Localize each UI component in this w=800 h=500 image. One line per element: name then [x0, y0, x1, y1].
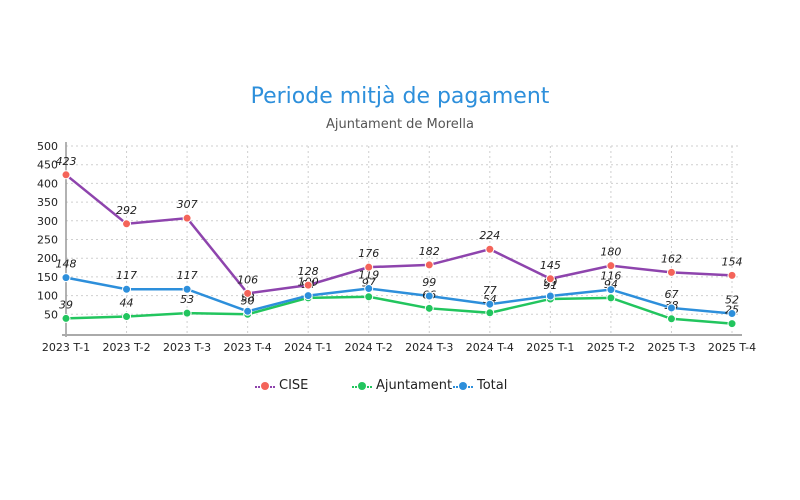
data-label-total: 52 — [725, 294, 739, 307]
data-point-total — [727, 309, 737, 319]
x-tick-label: 2023 T-1 — [42, 341, 90, 354]
data-label-total: 67 — [664, 288, 678, 301]
legend-marker-ajuntament — [352, 381, 372, 391]
data-point-ajuntament — [424, 303, 434, 313]
data-point-total — [606, 285, 616, 295]
y-tick-label: 50 — [44, 308, 58, 321]
data-point-cise — [364, 262, 374, 272]
legend-label-total: Total — [477, 378, 508, 393]
data-point-total — [485, 299, 495, 309]
data-label-cise: 224 — [479, 229, 500, 242]
x-tick-label: 2023 T-3 — [163, 341, 211, 354]
legend-marker-cise — [255, 381, 275, 391]
data-label-total: 117 — [116, 269, 137, 282]
data-label-cise: 128 — [298, 265, 319, 278]
legend-item-cise[interactable]: CISE — [255, 378, 308, 393]
data-point-ajuntament — [61, 313, 71, 323]
data-point-ajuntament — [122, 312, 132, 322]
data-label-total: 99 — [422, 276, 436, 289]
x-tick-label: 2024 T-4 — [466, 341, 514, 354]
data-point-ajuntament — [485, 308, 495, 318]
data-label-cise: 292 — [116, 204, 137, 217]
data-label-cise: 106 — [237, 273, 258, 286]
data-label-cise: 182 — [419, 245, 440, 258]
data-point-ajuntament — [364, 292, 374, 302]
data-label-cise: 154 — [722, 255, 743, 268]
data-point-total — [243, 306, 253, 316]
y-tick-label: 400 — [37, 177, 58, 190]
x-tick-label: 2024 T-3 — [405, 341, 453, 354]
x-tick-label: 2025 T-3 — [647, 341, 695, 354]
series-line-cise — [65, 173, 733, 295]
y-tick-label: 100 — [37, 290, 58, 303]
data-point-total — [303, 291, 313, 301]
y-tick-label: 350 — [37, 196, 58, 209]
legend-marker-total — [453, 381, 473, 391]
data-label-total: 77 — [483, 284, 497, 297]
data-label-ajuntament: 39 — [59, 298, 73, 311]
legend-item-total[interactable]: Total — [453, 378, 507, 393]
data-point-ajuntament — [727, 319, 737, 329]
data-point-cise — [122, 219, 132, 229]
data-point-cise — [545, 274, 555, 284]
data-label-cise: 162 — [661, 252, 682, 265]
data-point-total — [545, 291, 555, 301]
data-point-total — [364, 283, 374, 293]
data-point-total — [61, 273, 71, 283]
data-point-total — [122, 284, 132, 294]
x-tick-label: 2025 T-1 — [526, 341, 574, 354]
legend-label-cise: CISE — [279, 378, 309, 393]
chart-subtitle: Ajuntament de Morella — [326, 117, 474, 132]
data-point-cise — [666, 267, 676, 277]
data-label-ajuntament: 91 — [543, 279, 557, 292]
y-tick-label: 300 — [37, 215, 58, 228]
data-label-total: 119 — [358, 268, 379, 281]
data-point-cise — [485, 244, 495, 254]
data-label-ajuntament: 50 — [241, 294, 255, 307]
data-point-total — [666, 303, 676, 313]
series-line-ajuntament — [65, 295, 733, 325]
data-point-ajuntament — [666, 314, 676, 324]
x-tick-label: 2025 T-2 — [587, 341, 635, 354]
data-point-cise — [606, 261, 616, 271]
data-point-ajuntament — [606, 293, 616, 303]
legend-item-ajuntament[interactable]: Ajuntament — [352, 378, 452, 393]
y-tick-label: 200 — [37, 252, 58, 265]
data-point-cise — [424, 260, 434, 270]
data-label-cise: 180 — [600, 246, 621, 259]
y-tick-label: 450 — [37, 159, 58, 172]
data-point-ajuntament — [182, 308, 192, 318]
y-tick-label: 500 — [37, 140, 58, 153]
data-label-cise: 145 — [540, 259, 561, 272]
data-point-cise — [182, 213, 192, 223]
chart-title: Periode mitjà de pagament — [250, 84, 550, 109]
x-tick-label: 2024 T-1 — [284, 341, 332, 354]
data-point-total — [424, 291, 434, 301]
data-label-ajuntament: 53 — [180, 293, 194, 306]
data-point-cise — [303, 280, 313, 290]
x-tick-label: 2025 T-4 — [708, 341, 756, 354]
data-label-cise: 423 — [56, 155, 77, 168]
data-label-total: 116 — [600, 270, 621, 283]
data-label-total: 117 — [177, 269, 198, 282]
data-point-cise — [727, 270, 737, 280]
data-point-total — [182, 284, 192, 294]
data-point-cise — [243, 288, 253, 298]
data-label-ajuntament: 44 — [120, 297, 134, 310]
x-tick-label: 2024 T-2 — [345, 341, 393, 354]
series-line-total — [65, 276, 733, 315]
data-label-total: 148 — [56, 258, 77, 271]
data-label-cise: 176 — [358, 247, 379, 260]
legend: CISE Ajuntament Total — [0, 378, 800, 398]
y-tick-label: 250 — [37, 234, 58, 247]
legend-label-ajuntament: Ajuntament — [376, 378, 453, 393]
y-tick-label: 150 — [37, 271, 58, 284]
x-tick-label: 2023 T-2 — [102, 341, 150, 354]
x-tick-label: 2023 T-4 — [224, 341, 272, 354]
data-point-cise — [61, 170, 71, 180]
data-label-cise: 307 — [177, 198, 198, 211]
